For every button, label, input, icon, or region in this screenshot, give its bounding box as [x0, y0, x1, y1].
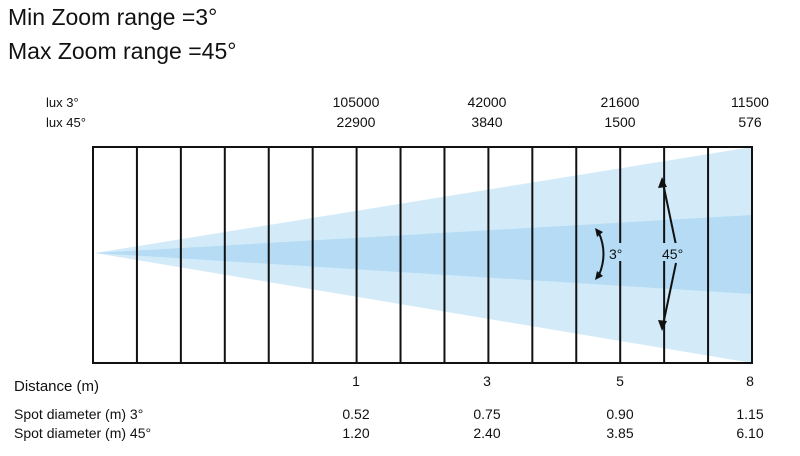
spot-45-value: 1.20: [342, 425, 369, 441]
spot-3-value: 0.90: [606, 406, 633, 422]
lux-45-value: 22900: [337, 114, 376, 130]
grid-frame: [92, 146, 753, 364]
arrow-down-icon: [595, 271, 603, 280]
arrow-up-icon: [658, 177, 667, 188]
narrow-angle-marker: 3°: [595, 228, 631, 280]
spot-diameter-45-label: Spot diameter (m) 45°: [14, 425, 151, 441]
lux-3-label: lux 3°: [46, 95, 79, 110]
narrow-beam-cone-3: [95, 215, 752, 294]
lux-45-value: 1500: [604, 114, 635, 130]
spot-3-value: 1.15: [736, 406, 763, 422]
arrow-down-icon: [658, 320, 667, 331]
spot-3-value: 0.75: [473, 406, 500, 422]
lux-3-value: 11500: [731, 94, 769, 110]
wide-angle-label: 45°: [662, 246, 683, 262]
wide-angle-marker: 45°: [658, 177, 694, 331]
lux-3-value: 42000: [468, 94, 507, 110]
lux-45-value: 3840: [471, 114, 502, 130]
distance-value: 5: [616, 373, 624, 389]
lux-3-value: 105000: [333, 94, 380, 110]
spot-45-value: 6.10: [736, 425, 763, 441]
distance-value: 8: [746, 373, 754, 389]
spot-45-value: 2.40: [473, 425, 500, 441]
distance-label: Distance (m): [14, 378, 99, 395]
wide-angle-label-bg: [660, 243, 694, 261]
max-zoom-title: Max Zoom range =45°: [8, 38, 237, 64]
wide-angle-arm-lower: [662, 262, 677, 326]
spot-diameter-3-label: Spot diameter (m) 3°: [14, 406, 143, 422]
spot-3-value: 0.52: [342, 406, 369, 422]
arrow-up-icon: [595, 228, 603, 237]
spot-45-value: 3.85: [606, 425, 633, 441]
narrow-angle-label: 3°: [609, 246, 622, 262]
distance-value: 1: [352, 373, 360, 389]
distance-value: 3: [483, 373, 491, 389]
min-zoom-title: Min Zoom range =3°: [8, 4, 218, 30]
narrow-angle-arc: [598, 232, 605, 276]
lux-45-value: 576: [738, 114, 762, 130]
wide-angle-arm-upper: [662, 182, 677, 246]
lux-45-label: lux 45°: [46, 115, 86, 130]
narrow-angle-label-bg: [607, 243, 631, 261]
lux-3-value: 21600: [601, 94, 640, 110]
